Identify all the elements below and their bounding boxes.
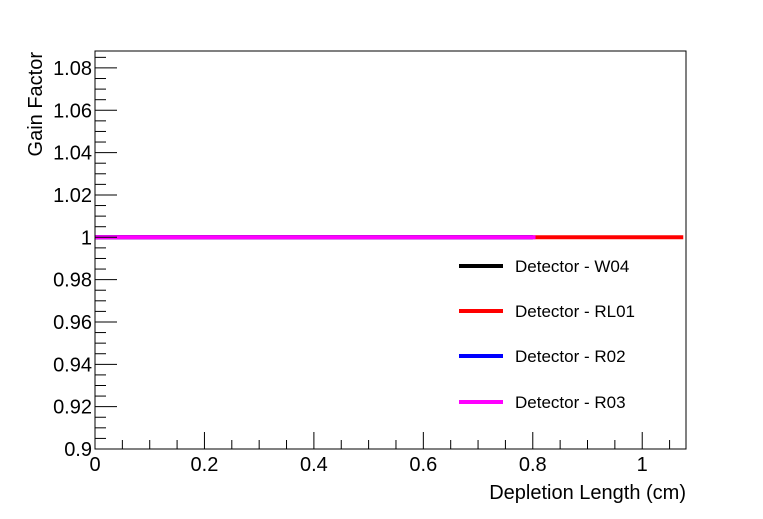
y-axis-title: Gain Factor (25, 52, 47, 157)
y-tick-label: 1 (81, 227, 92, 249)
y-tick-label: 0.92 (53, 397, 92, 419)
legend-label-4: Detector - R03 (515, 393, 626, 412)
x-tick-label: 0.2 (191, 454, 219, 476)
x-tick-label: 0 (89, 454, 100, 476)
y-tick-label: 1.06 (53, 100, 92, 122)
ticks-layer (94, 56, 671, 450)
y-tick-label: 1.02 (53, 185, 92, 207)
x-tick-label: 0.4 (300, 454, 328, 476)
legend-label-1: Detector - W04 (515, 257, 629, 276)
x-tick-label: 0.8 (519, 454, 547, 476)
legend-label-3: Detector - R02 (515, 347, 626, 366)
tick-labels: 0 0.2 0.4 0.6 0.8 1 0.9 0.92 0.94 0.96 0.98 1 1.02 1.… (53, 58, 648, 476)
y-tick-label: 0.96 (53, 312, 92, 334)
x-tick-label: 0.6 (409, 454, 437, 476)
x-tick-label: 1 (637, 454, 648, 476)
legend: Detector - W04 Detector - RL01 Detector - … (459, 257, 635, 412)
y-tick-label: 1.04 (53, 143, 92, 165)
y-tick-label: 0.9 (64, 439, 92, 461)
legend-label-2: Detector - RL01 (515, 302, 635, 321)
plot-frame (94, 50, 687, 450)
x-axis-title: Depletion Length (cm) (489, 482, 686, 504)
y-tick-label: 0.98 (53, 270, 92, 292)
y-tick-label: 0.94 (53, 354, 92, 376)
y-tick-label: 1.08 (53, 58, 92, 80)
